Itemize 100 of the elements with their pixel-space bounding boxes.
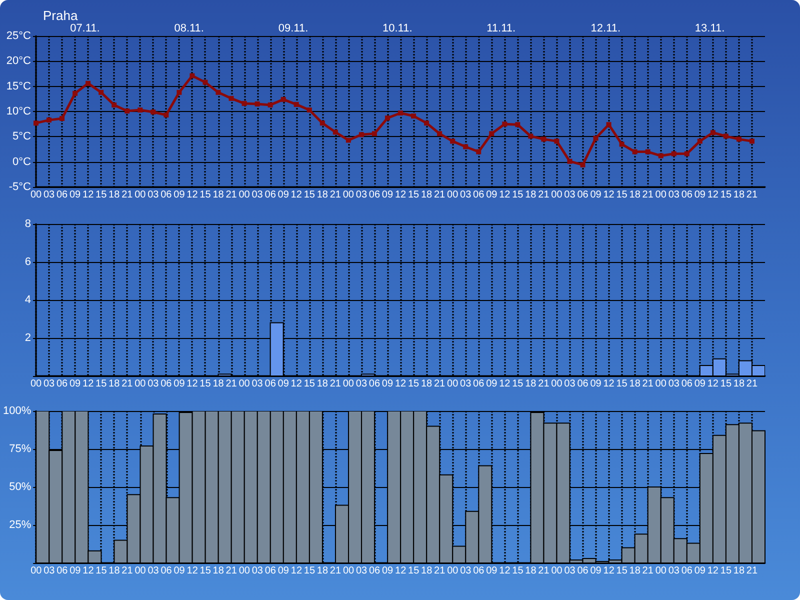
point [228,96,234,101]
x-tick-label: 18 [733,566,745,576]
x-tick-label: 03 [252,190,264,200]
x-tick-label: 06 [160,566,172,576]
point [684,151,690,156]
x-tick-label: 03 [356,378,368,390]
x-tick-label: 03 [148,190,160,200]
x-tick-label: 18 [733,190,745,200]
x-tick-label: 21 [122,566,134,576]
x-tick-label: 15 [720,566,732,576]
x-tick-label: 12 [603,566,615,576]
x-tick-label: 03 [44,566,56,576]
x-tick-label: 21 [538,566,550,576]
point [190,73,195,78]
x-tick-label: 21 [538,190,550,200]
text: 11.11. [486,22,516,34]
x-tick-label: 03 [252,378,264,390]
x-tick-label: 15 [200,190,212,200]
x-tick-label: 00 [134,378,146,390]
x-tick-label: 12 [82,378,94,390]
x-tick-label: 06 [577,566,589,576]
x-tick-label: 15 [512,378,524,390]
x-tick-label: 15 [304,190,316,200]
x-tick-label: 21 [538,378,550,390]
x-tick-label: 03 [668,566,680,576]
x-tick-label: 00 [342,566,355,576]
x-tick-label: 15 [408,378,420,390]
text: 07.11. [70,22,100,34]
point [124,108,130,114]
x-tick-label: 06 [681,378,693,390]
point [697,138,702,144]
x-tick-label: 03 [668,378,680,390]
point [176,90,182,95]
x-tick-label: 21 [746,566,758,576]
x-tick-label: 15 [200,566,212,576]
point [86,80,91,86]
x-tick-label: 12 [186,190,198,200]
x-tick-label: 06 [577,190,589,200]
x-tick-label: 15 [200,378,212,390]
point [749,138,754,144]
y-tick-label: 50% [9,481,32,493]
point [138,107,143,112]
point [658,153,664,158]
x-tick-label: 12 [290,378,302,390]
x-tick-label: 12 [394,190,406,200]
x-tick-label: 06 [56,190,68,200]
x-tick-label: 00 [134,566,146,576]
x-tick-label: 09 [694,190,706,200]
x-tick-label: 00 [551,378,563,390]
x-tick-label: 06 [264,378,276,390]
x-tick-label: 12 [603,378,615,390]
point [463,144,468,150]
x-tick-label: 09 [174,566,186,576]
x-tick-label: 12 [290,190,302,200]
x-tick-label: 09 [590,378,602,390]
x-tick-label: 15 [616,566,628,576]
point [34,120,38,126]
x-tick-label: 15 [304,378,316,390]
x-tick-label: 21 [330,190,342,200]
x-tick-label: 12 [186,566,198,576]
x-tick-label: 00 [30,566,42,576]
x-tick-label: 09 [278,566,290,576]
point [710,130,716,136]
x-tick-label: 15 [96,190,108,200]
x-tick-label: 18 [525,378,537,390]
y-tick-label: 4 [24,294,31,306]
point [489,131,494,136]
x-tick-label: 03 [356,566,368,576]
x-tick-label: 18 [212,378,224,390]
x-tick-label: 06 [577,378,589,390]
x-tick-label: 03 [564,378,576,390]
point [515,122,520,128]
point [216,90,221,95]
x-tick-label: 03 [564,566,576,576]
point [736,136,742,142]
y-tick-label: 0°C [12,156,32,168]
point [112,102,117,108]
x-tick-label: 21 [434,190,446,200]
x-tick-label: 18 [212,566,224,576]
x-tick-label: 03 [460,378,472,390]
y-tick-label: 100% [2,405,32,417]
x-tick-label: 21 [226,566,238,576]
text: 08.11. [174,22,204,34]
x-tick-label: 18 [629,566,641,576]
x-tick-label: 00 [238,566,250,576]
x-tick-label: 00 [134,190,146,200]
point [528,134,534,139]
x-tick-label: 21 [434,566,446,576]
point [437,131,442,136]
x-tick-label: 18 [316,190,328,200]
x-tick-label: 06 [160,190,172,200]
text: 10.11. [382,22,412,34]
x-tick-label: 00 [551,566,563,576]
point [242,100,247,106]
x-tick-label: 21 [746,190,758,200]
x-tick-label: 18 [108,566,120,576]
x-tick-label: 09 [486,190,498,200]
x-tick-label: 18 [421,566,433,576]
x-tick-label: 06 [681,566,693,576]
x-tick-label: 03 [148,378,160,390]
